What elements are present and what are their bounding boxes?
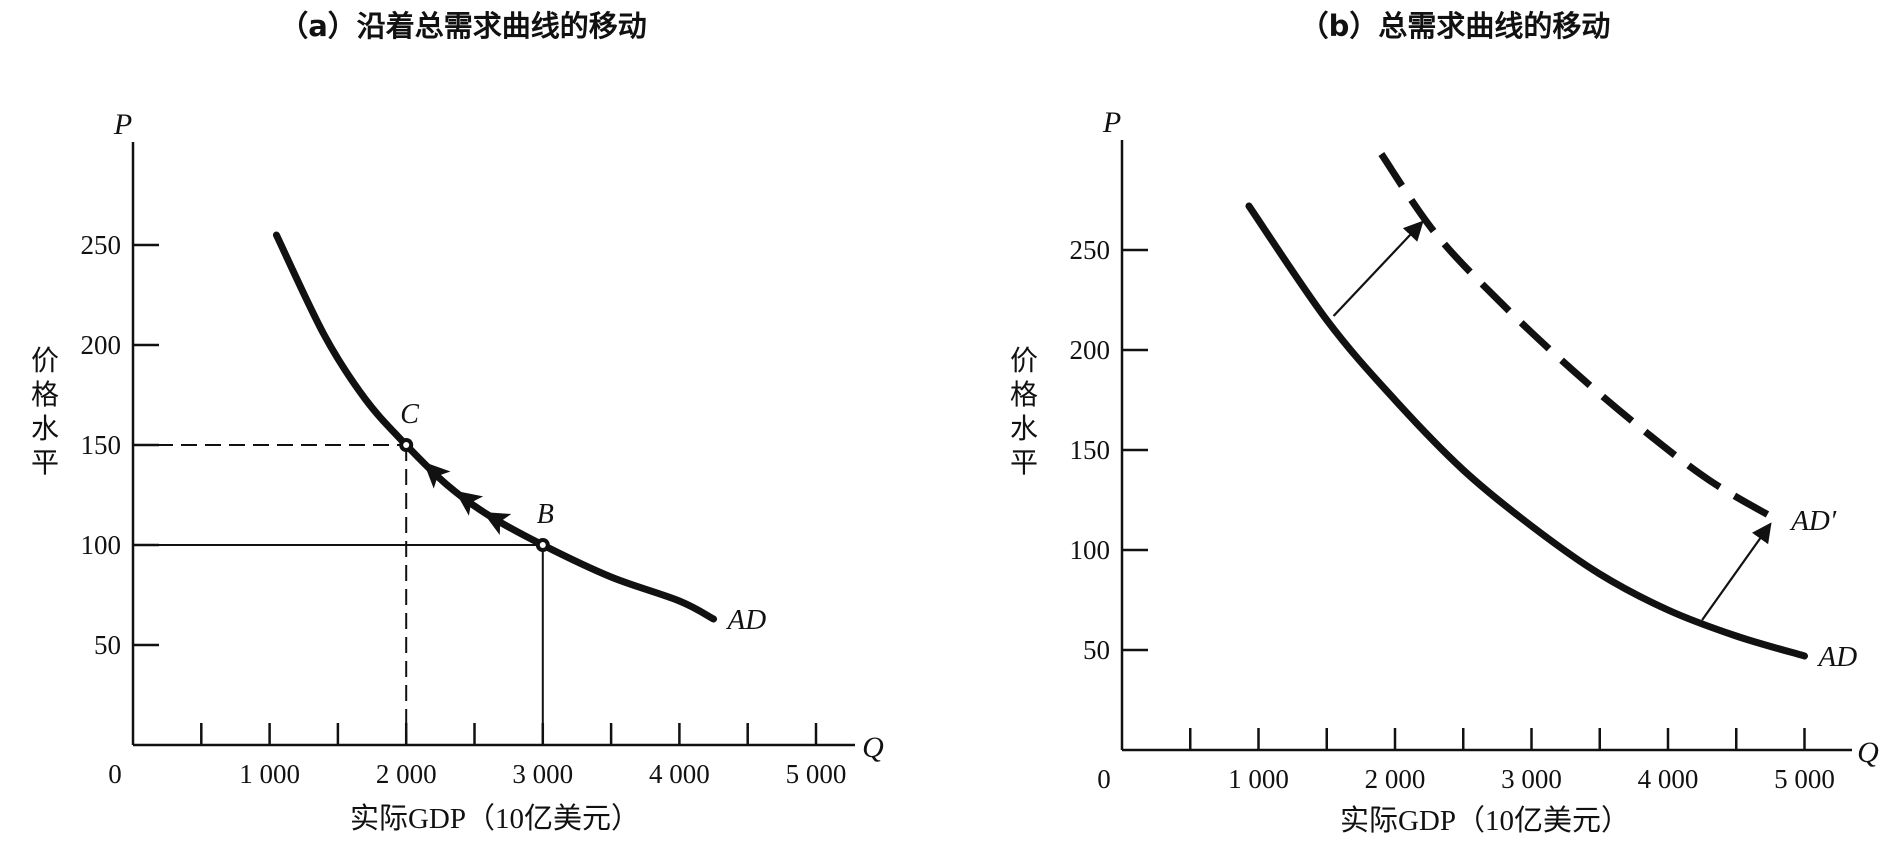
- origin-label: 0: [1097, 764, 1111, 794]
- movement-arrowhead: [455, 490, 484, 516]
- series-line-AD: [272, 231, 718, 623]
- y-tick-label: 50: [94, 630, 121, 660]
- movement-arrowhead: [482, 512, 512, 536]
- series-line-AD': [1378, 152, 1779, 524]
- series-label: AD: [726, 604, 767, 636]
- y-tick-label: 250: [1070, 235, 1111, 265]
- x-axis-name: Q: [1857, 736, 1879, 769]
- x-tick-label: 1 000: [239, 759, 300, 789]
- x-tick-label: 4 000: [1638, 764, 1699, 794]
- y-tick-label: 150: [1070, 435, 1111, 465]
- shift-arrow: [1332, 220, 1424, 317]
- series-label: AD′: [1789, 505, 1837, 537]
- y-tick-label: 150: [81, 430, 122, 460]
- shift-arrow: [1701, 522, 1772, 621]
- x-tick-label: 4 000: [649, 759, 710, 789]
- x-tick-label: 3 000: [1501, 764, 1562, 794]
- y-axis-label: 价格水平: [31, 344, 59, 479]
- y-axis-label: 价格水平: [1010, 344, 1038, 479]
- series-line-AD: [1245, 202, 1808, 660]
- point-label: B: [537, 499, 554, 530]
- x-axis-name: Q: [862, 731, 884, 764]
- x-tick-label: 5 000: [1774, 764, 1835, 794]
- series-label: AD: [1817, 641, 1858, 673]
- point-inner-B: [539, 542, 546, 548]
- x-tick-label: 3 000: [512, 759, 573, 789]
- y-tick-label: 200: [1070, 335, 1111, 365]
- y-axis-name: P: [113, 108, 132, 141]
- x-tick-label: 2 000: [376, 759, 437, 789]
- point-inner-C: [403, 442, 410, 448]
- panel-a: （a）沿着总需求曲线的移动 P Q 0 1 000 2 000 3 000 4 000 5 00…: [31, 9, 884, 835]
- movement-arrowhead: [423, 461, 451, 489]
- point-label: C: [400, 399, 419, 430]
- x-tick-label: 1 000: [1228, 764, 1289, 794]
- x-axis-label: 实际GDP（10亿美元）: [1340, 804, 1630, 837]
- x-tick-label: 5 000: [786, 759, 847, 789]
- y-tick-label: 50: [1083, 635, 1110, 665]
- y-axis-name: P: [1102, 106, 1121, 139]
- x-tick-label: 2 000: [1365, 764, 1426, 794]
- panel-b: （b）总需求曲线的移动 P Q 0 1 000 2 000 3 000 4 000 5 000 5…: [1010, 9, 1879, 837]
- origin-label: 0: [108, 759, 122, 789]
- y-tick-label: 100: [81, 530, 122, 560]
- chart-title: （a）沿着总需求曲线的移动: [279, 9, 647, 43]
- x-axis-label: 实际GDP（10亿美元）: [350, 802, 640, 835]
- y-tick-label: 200: [81, 330, 122, 360]
- y-tick-label: 250: [81, 230, 122, 260]
- y-tick-label: 100: [1070, 535, 1111, 565]
- chart-title: （b）总需求曲线的移动: [1300, 9, 1611, 43]
